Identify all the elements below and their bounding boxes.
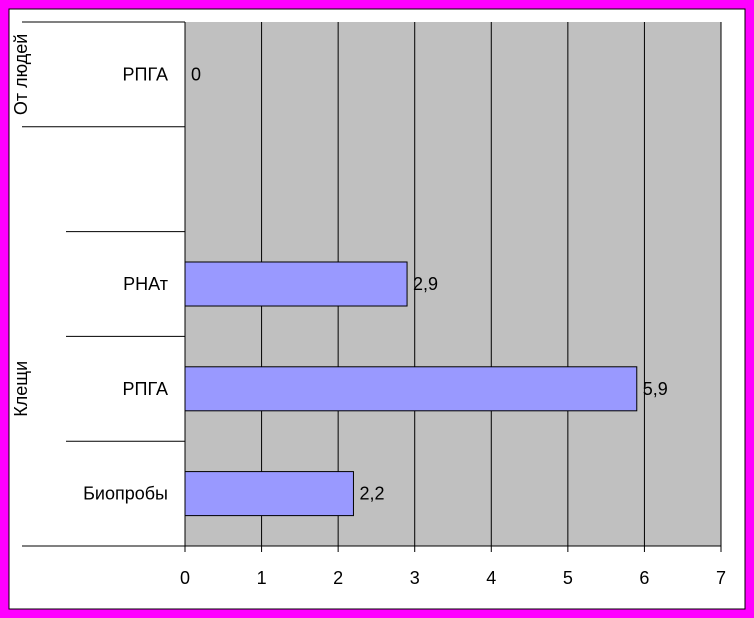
- category-labels: РПГА РНАт РПГА Биопробы: [22, 21, 185, 504]
- category-label: Биопробы: [83, 484, 168, 504]
- axes: [22, 22, 721, 547]
- x-tick-label: 4: [486, 568, 496, 588]
- x-tick-label: 3: [410, 568, 420, 588]
- x-tick-label: 0: [180, 568, 190, 588]
- x-tick-label: 1: [257, 568, 267, 588]
- data-label: 0: [191, 64, 201, 84]
- bar: [184, 471, 354, 517]
- category-label: РПГА: [123, 64, 169, 84]
- bar: [184, 366, 638, 412]
- category-label: РНАт: [123, 274, 168, 294]
- bars: [184, 261, 638, 517]
- x-axis-ticks: 0 1 2 3 4 5 6 7: [180, 546, 726, 588]
- data-labels: 0 2,9 5,9 2,2: [191, 64, 668, 503]
- x-tick-label: 2: [333, 568, 343, 588]
- group-label: От людей: [11, 34, 31, 115]
- group-labels: От людей Клещи: [11, 34, 31, 417]
- group-label: Клещи: [11, 361, 31, 417]
- x-tick-label: 5: [563, 568, 573, 588]
- bar: [184, 261, 408, 307]
- data-label: 2,2: [359, 484, 384, 504]
- data-label: 2,9: [413, 274, 438, 294]
- data-label: 5,9: [643, 379, 668, 399]
- x-tick-label: 7: [716, 568, 726, 588]
- grid-lines: [261, 22, 722, 546]
- x-tick-label: 6: [639, 568, 649, 588]
- category-label: РПГА: [123, 379, 169, 399]
